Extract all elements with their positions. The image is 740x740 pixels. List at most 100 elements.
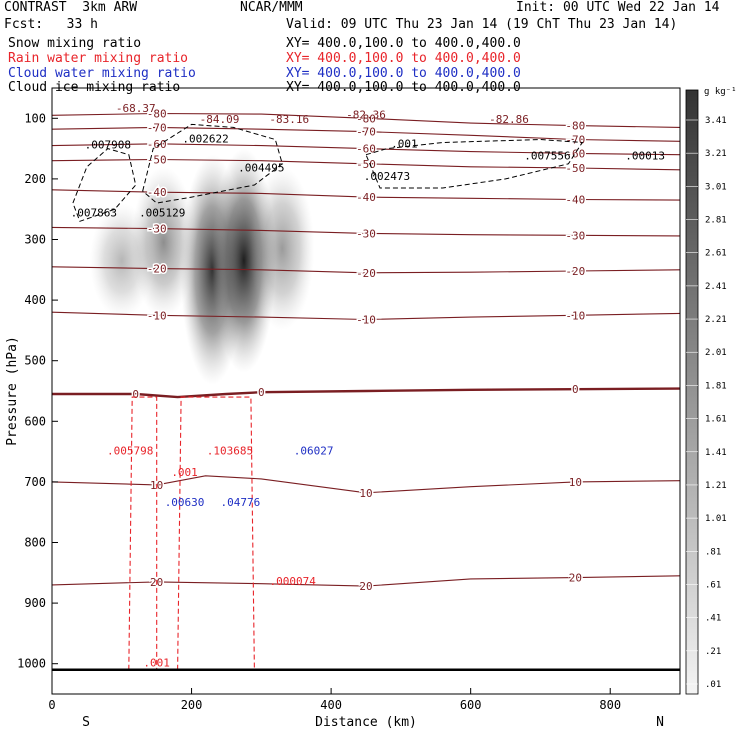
- x-tick-label-3: 600: [460, 698, 482, 712]
- colorbar-label-8: 1.81: [705, 381, 727, 391]
- rain-region-1: [177, 396, 255, 671]
- plot-frame: [51, 87, 681, 695]
- annotation-4: -82.86: [489, 113, 529, 126]
- colorbar-label-17: .01: [705, 680, 721, 690]
- annotation-14: .005798: [107, 445, 153, 458]
- field-snow: Snow mixing ratio: [8, 36, 142, 51]
- y-tick-label-2: 300: [24, 233, 46, 247]
- temperature-contours: -80 -80-80-70 -70-70-60 -60 -60-50 -50 -50-40-…: [52, 106, 680, 595]
- isotherm-label-7-0: -10: [147, 309, 167, 322]
- snow-core-1: [131, 166, 196, 319]
- annotation-5: .007908: [85, 139, 131, 152]
- x-axis-label: Distance (km): [315, 715, 417, 730]
- isotherm-label-6-1: -20: [356, 267, 376, 280]
- rain-region-0: [128, 396, 158, 671]
- colorbar-label-3: 2.81: [705, 216, 727, 226]
- isotherm-label-3-2: -50: [565, 162, 585, 175]
- isotherm-label-2-0: -60: [147, 138, 167, 151]
- colorbar-label-0: 3.41: [705, 116, 727, 126]
- annotation-20: .00630: [165, 496, 205, 509]
- annotation-7: .004495: [238, 162, 284, 175]
- y-tick-label-9: 1000: [17, 657, 46, 671]
- annotation-19: .06027: [294, 445, 334, 458]
- y-axis-label: Pressure (hPa): [5, 336, 20, 446]
- isotherm-label-4-0: -40: [147, 186, 167, 199]
- isotherm-0: [52, 112, 680, 128]
- y-tick-label-4: 500: [24, 354, 46, 368]
- y-tick-label-7: 800: [24, 536, 46, 550]
- colorbar-label-16: .21: [705, 647, 721, 657]
- annotation-2: -83.16: [269, 113, 309, 126]
- isotherm-9: [52, 475, 680, 494]
- cloud-ice-regions: [72, 123, 584, 222]
- isotherm-7: [52, 311, 680, 321]
- isotherm-5: [52, 226, 680, 237]
- isotherm-label-9-1: 10: [359, 487, 372, 500]
- isotherm-label-9-2: 10: [569, 476, 582, 489]
- annotation-18: .001: [143, 657, 170, 670]
- north-label: N: [656, 715, 664, 730]
- annotation-0: -68.37: [116, 102, 156, 115]
- isotherm-label-0-2: -80: [565, 120, 585, 133]
- colorbar-label-6: 2.21: [705, 315, 727, 325]
- isotherm-label-4-1: -40: [356, 191, 376, 204]
- field-cloudwater: Cloud water mixing ratio: [8, 66, 196, 81]
- isotherm-label-7-1: -10: [356, 313, 376, 326]
- colorbar-label-5: 2.41: [705, 282, 727, 292]
- isotherm-label-2-2: -60: [565, 147, 585, 160]
- annotation-17: .000074: [270, 575, 317, 588]
- y-tick-label-5: 600: [24, 414, 46, 428]
- colorbar-label-14: .61: [705, 580, 721, 590]
- colorbar-label-11: 1.21: [705, 481, 727, 491]
- annotation-6: .002622: [182, 133, 228, 146]
- cloud-ice-region-2: [365, 138, 584, 189]
- isotherm-8: [52, 387, 680, 399]
- annotation-11: .00013: [625, 150, 665, 163]
- y-tick-label-6: 700: [24, 475, 46, 489]
- annotation-10: .007556: [524, 150, 570, 163]
- colorbar-label-15: .41: [705, 614, 721, 624]
- forecast-hour: Fcst: 33 h: [4, 17, 98, 32]
- cloud-ice-region-0: [72, 148, 137, 222]
- annotation-13: .005129: [139, 206, 185, 219]
- x-tick-label-2: 400: [320, 698, 342, 712]
- model-title: CONTRAST 3km ARW: [4, 0, 138, 15]
- isotherm-label-8-0: 0: [132, 388, 139, 401]
- x-tick-label-4: 800: [599, 698, 621, 712]
- y-tick-label-0: 100: [24, 111, 46, 125]
- isotherm-label-4-2: -40: [565, 194, 585, 207]
- colorbar-label-13: .81: [705, 547, 721, 557]
- isotherm-4: [52, 189, 680, 201]
- colorbar-label-9: 1.61: [705, 415, 727, 425]
- annotation-12: .007863: [71, 206, 117, 219]
- x-tick-label-0: 0: [48, 698, 55, 712]
- annotation-16: .001: [171, 466, 198, 479]
- xsect-rain: XY= 400.0,100.0 to 400.0,400.0: [286, 51, 521, 66]
- y-tick-label-3: 400: [24, 293, 46, 307]
- snow-mixing-ratio-shading: [89, 148, 315, 385]
- isotherm-3: [52, 158, 680, 171]
- isotherm-6: [52, 266, 680, 274]
- isotherm-label-1-2: -70: [565, 134, 585, 147]
- org-label: NCAR/MMM: [240, 0, 303, 15]
- annotation-15: .103685: [207, 445, 253, 458]
- colorbar-label-12: 1.01: [705, 514, 727, 524]
- x-tick-label-1: 200: [181, 698, 203, 712]
- y-tick-label-1: 200: [24, 172, 46, 186]
- isotherm-label-10-1: 20: [359, 580, 372, 593]
- colorbar-unit: g kg⁻¹: [704, 87, 737, 97]
- annotation-21: .04776: [221, 496, 261, 509]
- annotation-9: .001: [391, 137, 418, 150]
- isotherm-2: [52, 143, 680, 156]
- isotherm-label-0-0: -80: [147, 107, 167, 120]
- axes: 0 200 400 600 800100200300400500600700800900…: [5, 111, 664, 730]
- valid-time: Valid: 09 UTC Thu 23 Jan 14 (19 ChT Thu …: [286, 17, 678, 32]
- isotherm-label-5-1: -30: [356, 227, 376, 240]
- colorbar-label-2: 3.01: [705, 182, 727, 192]
- xsect-snow: XY= 400.0,100.0 to 400.0,400.0: [286, 36, 521, 51]
- isotherm-label-0-1: -80: [356, 112, 376, 125]
- isotherm-label-5-0: -30: [147, 223, 167, 236]
- isotherm-label-2-1: -60: [356, 143, 376, 156]
- extrema-annotations: -68.37 -84.09 -83.16 -82.36 -82.86 .007908 .00…: [71, 102, 665, 669]
